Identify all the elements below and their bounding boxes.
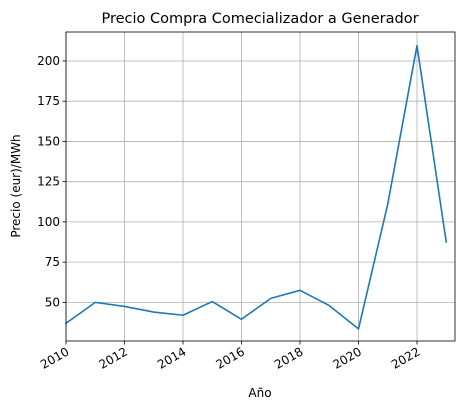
plot-frame (65, 31, 456, 342)
x-tick-label: 2020 (331, 344, 364, 371)
price-series-line (64, 44, 448, 330)
x-axis: 2010 2012 2014 2016 2018 2020 2022 (38, 341, 422, 372)
x-tick-label: 2010 (38, 344, 71, 371)
y-tick-label: 125 (37, 175, 60, 189)
grid (65, 32, 455, 341)
series-layer (64, 44, 448, 330)
y-axis: 50 75 100 125 150 175 200 (37, 54, 66, 309)
y-tick-label: 200 (37, 54, 60, 68)
y-tick-label: 75 (45, 255, 60, 269)
chart-title: Precio Compra Comecializador a Generador (101, 11, 418, 27)
x-tick-label: 2012 (97, 344, 130, 371)
x-tick-label: 2018 (272, 344, 305, 371)
y-axis-title: Precio (eur)/MWh (9, 134, 23, 237)
x-tick-label: 2022 (389, 344, 422, 371)
y-tick-label: 50 (45, 295, 60, 309)
x-tick-label: 2016 (214, 344, 247, 371)
x-tick-label: 2014 (155, 344, 188, 371)
y-tick-label: 175 (37, 94, 60, 108)
y-tick-label: 150 (37, 134, 60, 148)
x-axis-title: Año (248, 386, 271, 400)
y-tick-label: 100 (37, 215, 60, 229)
